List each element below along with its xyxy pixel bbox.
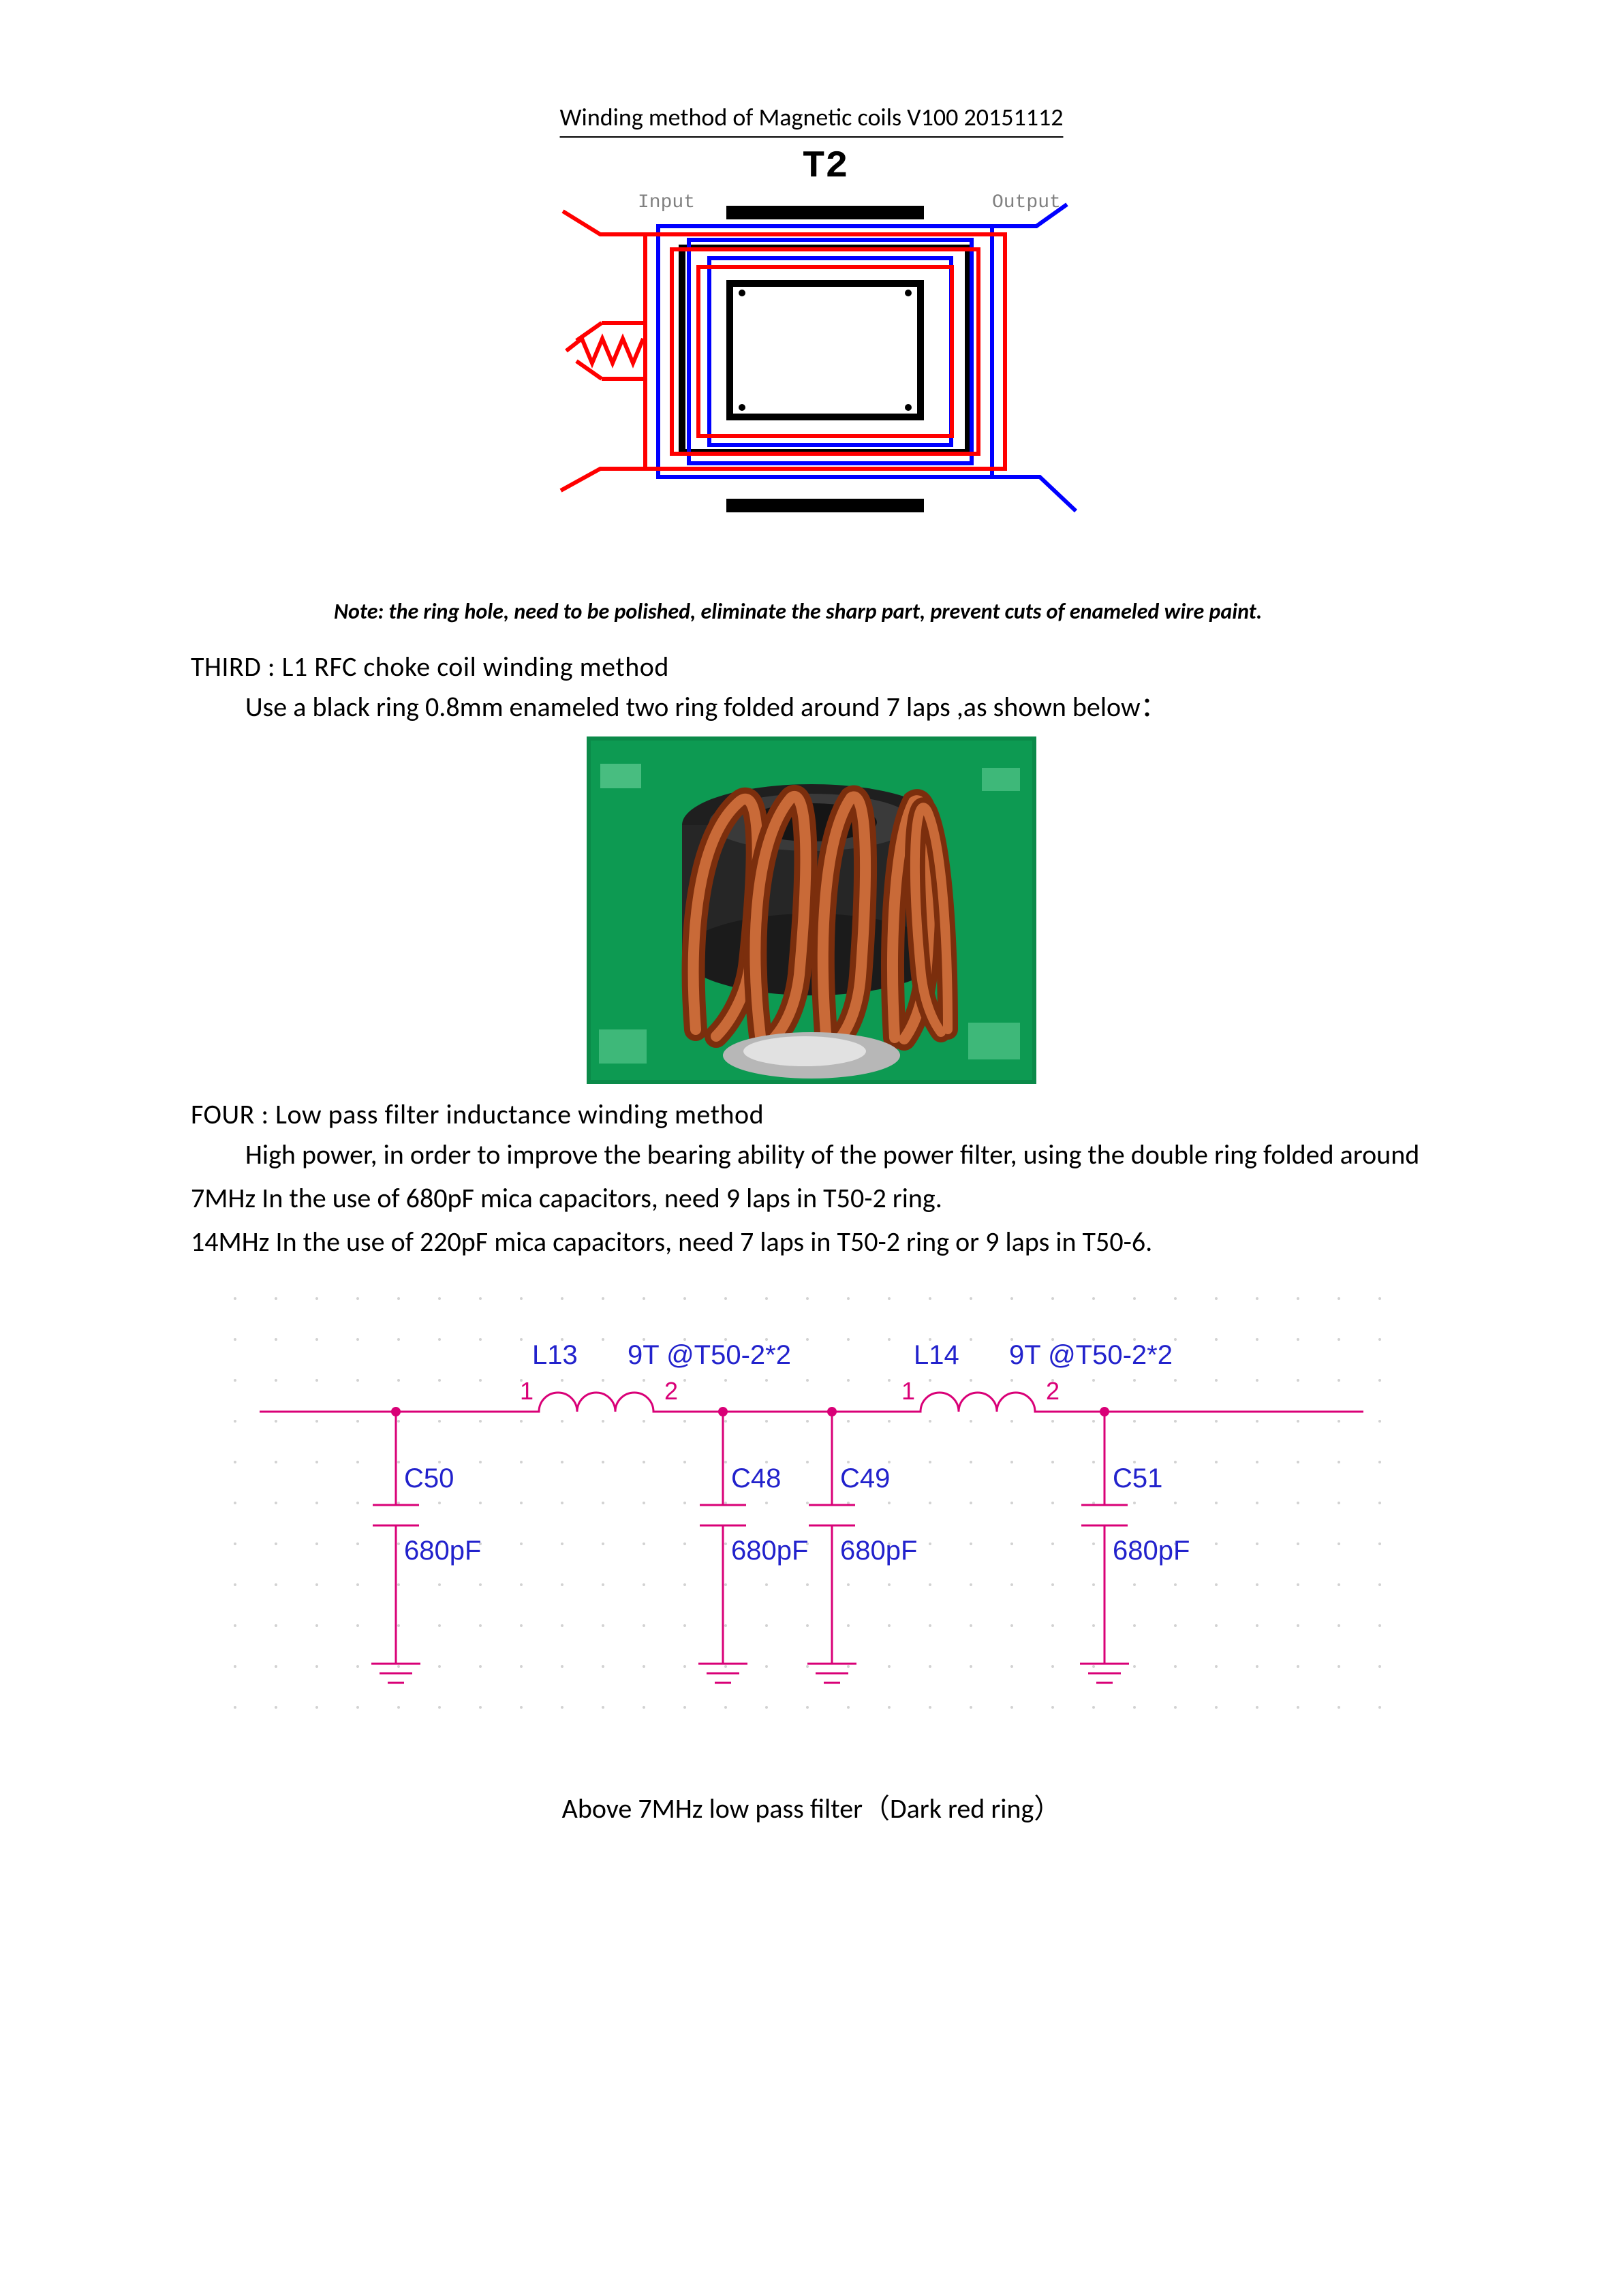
t2-diagram-svg: T2 Input Output xyxy=(484,139,1139,561)
section-four-heading: FOUR : Low pass filter inductance windin… xyxy=(191,1098,1432,1131)
section-third-body-text: Use a black ring 0.8mm enameled two ring… xyxy=(245,690,1168,724)
svg-text:9T @T50-2*2: 9T @T50-2*2 xyxy=(628,1340,791,1370)
svg-text:680pF: 680pF xyxy=(731,1536,808,1566)
svg-text:L13: L13 xyxy=(532,1340,578,1370)
schematic-grid xyxy=(232,1296,1391,1718)
section-third-body: Use a black ring 0.8mm enameled two ring… xyxy=(191,687,1432,727)
running-header: Winding method of Magnetic coils V100 20… xyxy=(191,102,1432,132)
t2-core-outer xyxy=(682,248,968,452)
svg-text:C50: C50 xyxy=(404,1463,454,1493)
section-third-heading: THIRD : L1 RFC choke coil winding method xyxy=(191,650,1432,683)
svg-text:1: 1 xyxy=(901,1377,915,1405)
svg-text:1: 1 xyxy=(520,1377,534,1405)
t2-diagram: T2 Input Output xyxy=(191,139,1432,561)
section-four-body3-text: 14MHz In the use of 220pF mica capacitor… xyxy=(191,1225,1152,1258)
svg-text:2: 2 xyxy=(1046,1377,1060,1405)
svg-text:L14: L14 xyxy=(914,1340,959,1370)
lpf-schematic-svg: L13 9T @T50-2*2 1 2 L14 9T @T50-2*2 1 2 C50 680pF… xyxy=(232,1296,1391,1759)
lpf-caption: Above 7MHz low pass filter（Dark red ring… xyxy=(191,1786,1432,1826)
t2-title: T2 xyxy=(802,144,848,188)
polish-note: Note: the ring hole, need to be polished… xyxy=(273,595,1425,628)
svg-text:680pF: 680pF xyxy=(1113,1536,1190,1566)
section-four-body2-text: 7MHz In the use of 680pF mica capacitors… xyxy=(191,1181,942,1215)
svg-text:C49: C49 xyxy=(840,1463,890,1493)
section-four-body3: 14MHz In the use of 220pF mica capacitor… xyxy=(191,1222,1432,1262)
svg-text:680pF: 680pF xyxy=(404,1536,481,1566)
l1-rfc-photo-svg xyxy=(587,736,1036,1084)
section-four-body2: 7MHz In the use of 680pF mica capacitors… xyxy=(191,1179,1432,1218)
polish-note-text: Note: the ring hole, need to be polished… xyxy=(334,598,1262,625)
section-third-heading-text: THIRD : L1 RFC choke coil winding method xyxy=(191,650,669,683)
svg-text:680pF: 680pF xyxy=(840,1536,917,1566)
t2-input-label: Input xyxy=(638,192,695,213)
svg-text:9T @T50-2*2: 9T @T50-2*2 xyxy=(1009,1340,1173,1370)
section-four-body1-text: High power, in order to improve the bear… xyxy=(245,1138,1419,1171)
t2-red-winding xyxy=(561,211,1005,491)
t2-pin-dots xyxy=(739,290,912,411)
t2-output-label: Output xyxy=(992,192,1061,213)
svg-text:2: 2 xyxy=(664,1377,678,1405)
svg-text:C51: C51 xyxy=(1113,1463,1162,1493)
section-four-body1: High power, in order to improve the bear… xyxy=(191,1135,1432,1175)
t2-core-inner xyxy=(730,283,921,417)
section-four-heading-text: FOUR : Low pass filter inductance windin… xyxy=(191,1098,764,1131)
l1-rfc-photo xyxy=(191,736,1432,1084)
svg-text:C48: C48 xyxy=(731,1463,781,1493)
lpf-schematic: L13 9T @T50-2*2 1 2 L14 9T @T50-2*2 1 2 C50 680pF… xyxy=(191,1296,1432,1759)
